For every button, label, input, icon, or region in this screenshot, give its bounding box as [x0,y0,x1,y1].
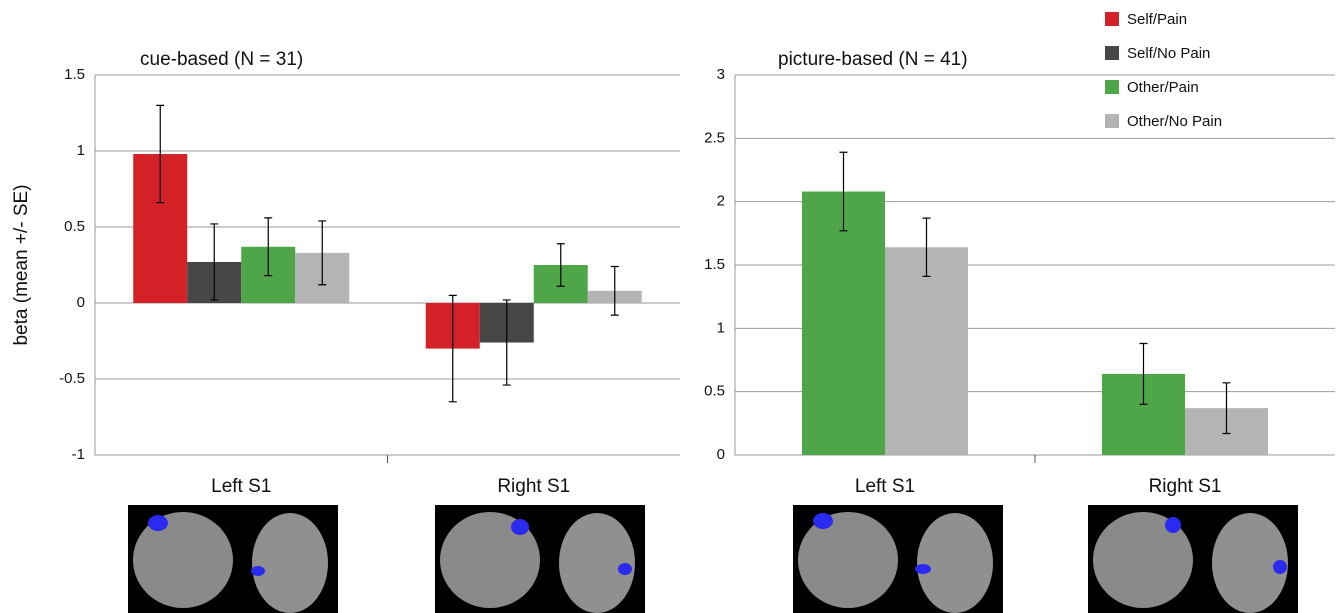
x-tick-label: Left S1 [211,476,271,497]
y-tick-label: 1 [717,319,725,336]
legend-swatch [1105,80,1119,94]
brain-image [435,505,645,613]
legend-swatch [1105,114,1119,128]
legend-swatch [1105,12,1119,26]
error-bar [1139,342,1148,405]
y-tick-label: 0.5 [704,383,725,400]
error-bar [922,217,931,277]
error-bar [502,299,511,386]
y-tick-label: 0 [77,294,85,311]
brain-image [1088,505,1298,613]
y-tick-label: 0.5 [64,218,85,235]
y-tick-label: 3 [717,66,725,83]
x-tick-label: Right S1 [1149,476,1222,497]
y-tick-label: -0.5 [59,370,85,387]
error-bar [448,294,457,403]
y-tick-label: 1 [77,142,85,159]
error-bar [839,151,848,232]
error-bar [556,243,565,287]
error-bar [610,265,619,316]
chart-title: cue-based (N = 31) [140,49,303,70]
x-tick-label: Left S1 [855,476,915,497]
error-bar [210,223,219,301]
error-bar [156,104,165,204]
y-axis-label: beta (mean +/- SE) [11,184,32,345]
chart-title: picture-based (N = 41) [778,49,968,70]
error-bar [318,220,327,286]
brain-image [128,505,338,613]
legend-label: Other/Pain [1127,79,1199,96]
y-tick-label: 2.5 [704,129,725,146]
bar [802,191,885,456]
y-tick-label: 1.5 [64,66,85,83]
y-tick-label: 1.5 [704,256,725,273]
bar [885,247,968,455]
legend-label: Self/Pain [1127,11,1187,28]
legend-label: Self/No Pain [1127,45,1210,62]
brain-images [128,505,1298,613]
brain-image [793,505,1003,613]
x-tick-label: Right S1 [497,476,570,497]
legend-swatch [1105,46,1119,60]
y-tick-label: 2 [717,193,725,210]
y-tick-label: 0 [717,446,725,463]
error-bar [1222,382,1231,435]
error-bar [264,217,273,277]
legend-label: Other/No Pain [1127,113,1222,130]
y-tick-label: -1 [72,446,85,463]
